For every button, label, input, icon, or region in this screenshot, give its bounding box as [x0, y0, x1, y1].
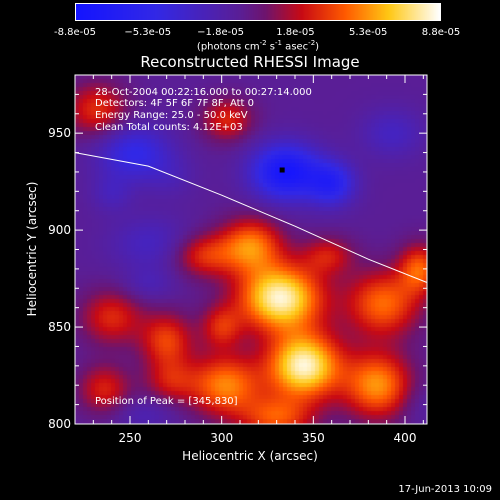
- axis-ticks: 250 300 350 400 800 850 900 950: [48, 74, 427, 445]
- colorbar-tick-label: 5.3e-05: [349, 27, 388, 38]
- x-tick-label: 350: [302, 431, 325, 445]
- info-peak-position: Position of Peak = [345,830]: [95, 396, 238, 407]
- y-tick-label: 800: [48, 417, 71, 431]
- x-tick-label: 300: [210, 431, 233, 445]
- info-method-counts: Clean Total counts: 4.12E+03: [95, 122, 243, 133]
- info-energy-range: Energy Range: 25.0 - 50.0 keV: [95, 110, 248, 121]
- solar-limb: [74, 152, 428, 283]
- colorbar: [75, 3, 441, 21]
- heatmap-image-container: [75, 75, 427, 424]
- colorbar-unit-label: (photons cm-2 s-1 asec-2): [196, 39, 320, 53]
- peak-marker-layer: [279, 167, 285, 173]
- colorbar-tick-label: −1.8e-05: [197, 27, 244, 38]
- colorbar-tick-label: −5.3e-05: [124, 27, 172, 38]
- y-tick-label: 900: [48, 223, 71, 237]
- y-axis-label: Heliocentric Y (arcsec): [25, 182, 39, 317]
- y-tick-label: 850: [48, 320, 71, 334]
- chart-title: Reconstructed RHESSI Image: [140, 53, 360, 71]
- limb-line: [74, 152, 428, 283]
- heatmap-image: [75, 75, 427, 424]
- info-detectors: Detectors: 4F 5F 6F 7F 8F, Att 0: [95, 98, 255, 109]
- y-tick-label: 950: [48, 126, 71, 140]
- colorbar-tick-label: 1.8e-05: [276, 27, 315, 38]
- footer-timestamp: 17-Jun-2013 10:09: [398, 484, 492, 495]
- info-time-range: 28-Oct-2004 00:22:16.000 to 00:27:14.000: [95, 87, 312, 98]
- colorbar-tick-label: 8.8e-05: [421, 27, 461, 38]
- x-tick-label: 400: [394, 431, 417, 445]
- peak-marker: [279, 167, 285, 173]
- colorbar-gradient: [76, 4, 440, 20]
- x-tick-label: 250: [119, 431, 142, 445]
- colorbar-tick-label: -8.8e-05: [54, 27, 96, 38]
- x-axis-label: Heliocentric X (arcsec): [182, 449, 318, 463]
